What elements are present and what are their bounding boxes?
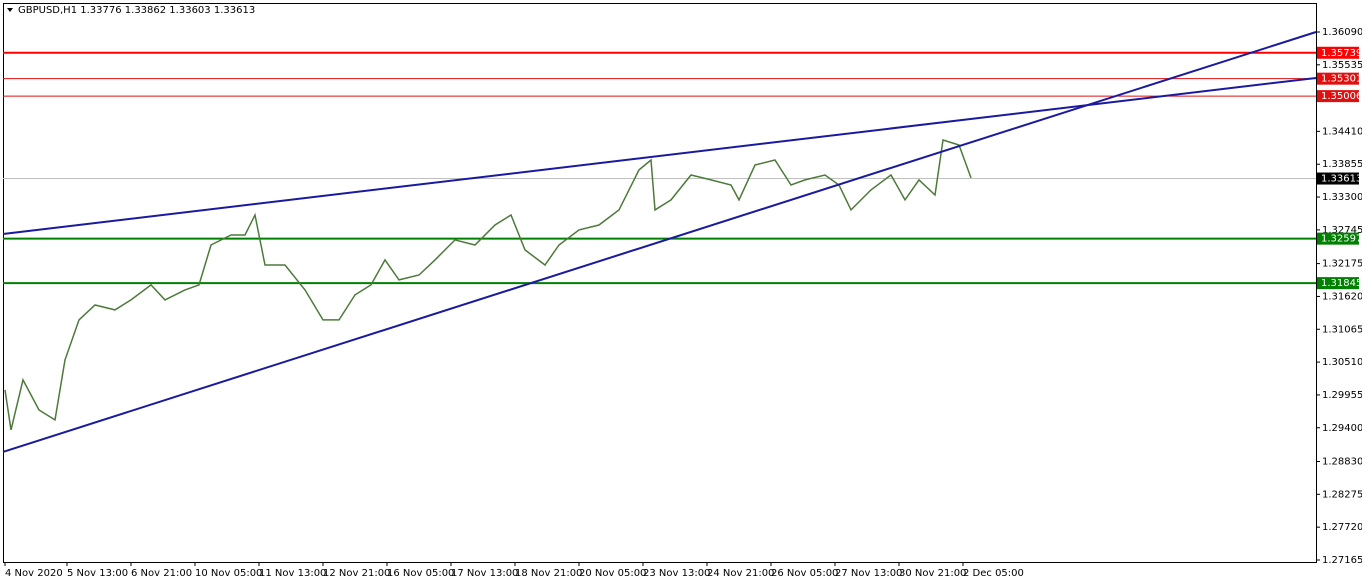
trend-line (2, 31, 1317, 453)
price-label-box (1317, 172, 1359, 185)
x-tick-label: 11 Nov 13:00 (259, 568, 326, 579)
x-tick-label: 17 Nov 13:00 (451, 568, 518, 579)
y-tick-label: 1.28830 (1322, 456, 1362, 467)
y-tick-label: 1.27720 (1322, 522, 1362, 533)
menu-arrow (7, 8, 13, 12)
x-tick-label: 18 Nov 21:00 (515, 568, 582, 579)
level-label: 1.31845 (1321, 278, 1362, 289)
x-tick-label: 24 Nov 21:00 (707, 568, 774, 579)
x-tick-label: 20 Nov 05:00 (579, 568, 646, 579)
y-tick-label: 1.30510 (1322, 357, 1362, 368)
x-tick-label: 23 Nov 13:00 (643, 568, 710, 579)
x-tick-label: 12 Nov 21:00 (323, 568, 390, 579)
chart-title: GBPUSD,H1 1.33776 1.33862 1.33603 1.3361… (18, 5, 255, 16)
x-tick-label: 27 Nov 13:00 (835, 568, 902, 579)
x-tick-label: 16 Nov 05:00 (387, 568, 454, 579)
y-tick-label: 1.27165 (1322, 555, 1362, 566)
y-tick-label: 1.35535 (1322, 60, 1362, 71)
level-label-box (1317, 277, 1359, 290)
level-label: 1.35739 (1321, 48, 1362, 59)
price-label: 1.33613 (1321, 174, 1362, 185)
y-tick-label: 1.33300 (1322, 192, 1362, 203)
level-label: 1.35301 (1321, 74, 1362, 85)
y-tick-label: 1.36090 (1322, 27, 1362, 38)
y-tick-label: 1.29400 (1322, 423, 1362, 434)
y-tick-label: 1.32745 (1322, 225, 1362, 236)
x-tick-label: 2 Dec 05:00 (963, 568, 1024, 579)
y-tick-label: 1.33855 (1322, 159, 1362, 170)
y-tick-label: 1.31620 (1322, 291, 1362, 302)
y-tick-label: 1.32175 (1322, 259, 1362, 270)
x-tick-label: 4 Nov 2020 (5, 568, 63, 579)
level-label: 1.35006 (1321, 91, 1362, 102)
level-label-box (1317, 72, 1359, 85)
x-tick-label: 5 Nov 13:00 (67, 568, 128, 579)
y-tick-label: 1.31065 (1322, 324, 1362, 335)
price-line (4, 139, 972, 431)
x-tick-label: 30 Nov 21:00 (899, 568, 966, 579)
y-tick-label: 1.29955 (1322, 390, 1362, 401)
trend-line (2, 76, 1317, 235)
y-tick-label: 1.28275 (1322, 489, 1362, 500)
level-label: 1.32597 (1321, 234, 1362, 245)
level-label-box (1317, 232, 1359, 245)
y-tick-label: 1.34410 (1322, 126, 1362, 137)
level-label-box (1317, 46, 1359, 59)
x-tick-label: 26 Nov 05:00 (771, 568, 838, 579)
level-label-box (1317, 90, 1359, 103)
x-tick-label: 6 Nov 21:00 (131, 568, 192, 579)
x-tick-label: 10 Nov 05:00 (195, 568, 262, 579)
